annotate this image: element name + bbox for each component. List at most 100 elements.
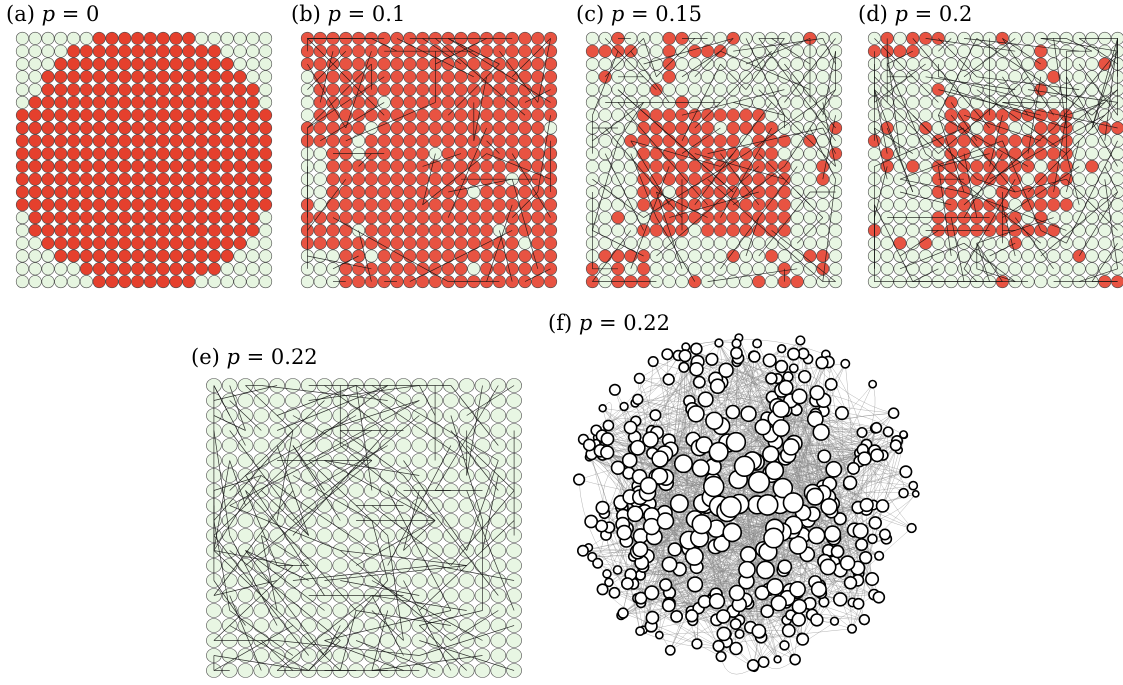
active-node xyxy=(195,44,209,58)
active-node xyxy=(156,121,170,135)
inactive-node xyxy=(624,172,638,186)
shortcut-edge xyxy=(355,385,467,461)
inactive-node xyxy=(829,172,843,186)
panel-e-label: (e) p = 0.22 xyxy=(191,345,318,369)
inactive-node xyxy=(816,236,830,250)
active-node xyxy=(403,275,417,289)
active-node xyxy=(416,147,430,161)
active-node xyxy=(403,159,417,173)
shortcut-edge xyxy=(989,242,1016,257)
active-node xyxy=(544,83,558,97)
active-node xyxy=(207,262,221,276)
inactive-node xyxy=(269,393,285,408)
active-node xyxy=(390,95,404,109)
shortcut-edge xyxy=(822,51,836,116)
active-node xyxy=(220,121,234,135)
active-node xyxy=(649,172,663,186)
inactive-node xyxy=(598,108,612,122)
active-node xyxy=(131,44,145,58)
inactive-node xyxy=(1059,249,1073,263)
lattice-grid-b xyxy=(300,31,558,289)
active-node xyxy=(1008,236,1022,250)
shortcut-edge xyxy=(499,50,539,103)
shortcut-edge xyxy=(617,89,734,193)
inactive-node xyxy=(1085,83,1099,97)
active-node xyxy=(143,159,157,173)
active-node xyxy=(544,57,558,71)
active-node xyxy=(544,249,558,263)
active-node xyxy=(207,83,221,97)
inactive-node xyxy=(364,633,380,648)
active-node xyxy=(352,211,366,225)
active-node xyxy=(15,159,29,173)
active-node xyxy=(544,108,558,122)
active-node xyxy=(246,121,260,135)
active-node xyxy=(416,159,430,173)
inactive-node xyxy=(983,185,997,199)
active-node xyxy=(364,223,378,237)
shortcut-edge xyxy=(1002,38,1041,65)
network-node xyxy=(764,460,785,481)
active-node xyxy=(54,147,68,161)
active-node xyxy=(182,147,196,161)
inactive-node xyxy=(300,275,314,289)
inactive-node xyxy=(906,223,920,237)
inactive-node xyxy=(458,513,475,528)
inactive-node xyxy=(221,648,238,663)
network-node xyxy=(824,525,842,543)
inactive-node xyxy=(458,393,475,408)
inactive-node xyxy=(246,275,260,289)
shortcut-edge xyxy=(963,191,1067,231)
network-nodes xyxy=(572,333,920,673)
active-node xyxy=(390,236,404,250)
network-node xyxy=(870,422,883,434)
inactive-node xyxy=(713,83,727,97)
inactive-node xyxy=(395,438,412,453)
active-node xyxy=(492,108,506,122)
active-node xyxy=(467,211,481,225)
inactive-node xyxy=(67,31,81,45)
inactive-node xyxy=(348,468,364,483)
shortcut-edge xyxy=(681,63,721,141)
active-node xyxy=(195,95,209,109)
active-node xyxy=(726,249,740,263)
inactive-node xyxy=(675,70,689,84)
active-node xyxy=(220,211,234,225)
shortcut-edge xyxy=(213,385,278,401)
active-node xyxy=(403,236,417,250)
inactive-node xyxy=(395,618,412,633)
inactive-node xyxy=(790,108,804,122)
active-node xyxy=(118,108,132,122)
inactive-node xyxy=(611,108,625,122)
active-node xyxy=(662,70,676,84)
inactive-node xyxy=(379,633,396,648)
shortcut-edge xyxy=(261,385,388,401)
inactive-node xyxy=(1008,31,1022,45)
active-node xyxy=(505,95,519,109)
inactive-node xyxy=(726,57,740,71)
active-node xyxy=(390,172,404,186)
network-node xyxy=(766,578,784,596)
inactive-node xyxy=(259,83,273,97)
active-node xyxy=(531,57,545,71)
inactive-node xyxy=(246,70,260,84)
inactive-node xyxy=(880,249,894,263)
inactive-node xyxy=(28,83,42,97)
active-node xyxy=(143,249,157,263)
shortcut-edge xyxy=(419,520,515,611)
active-node xyxy=(637,198,651,212)
shortcut-edge xyxy=(899,242,965,270)
active-node xyxy=(182,44,196,58)
active-node xyxy=(944,185,958,199)
active-node xyxy=(92,275,106,289)
inactive-node xyxy=(15,211,29,225)
active-node xyxy=(313,121,327,135)
network-node xyxy=(702,475,725,498)
active-node xyxy=(403,70,417,84)
network-node xyxy=(868,516,882,530)
inactive-node xyxy=(220,31,234,45)
inactive-node xyxy=(490,633,507,648)
inactive-node xyxy=(474,438,491,453)
network-node xyxy=(689,362,704,377)
active-node xyxy=(390,249,404,263)
